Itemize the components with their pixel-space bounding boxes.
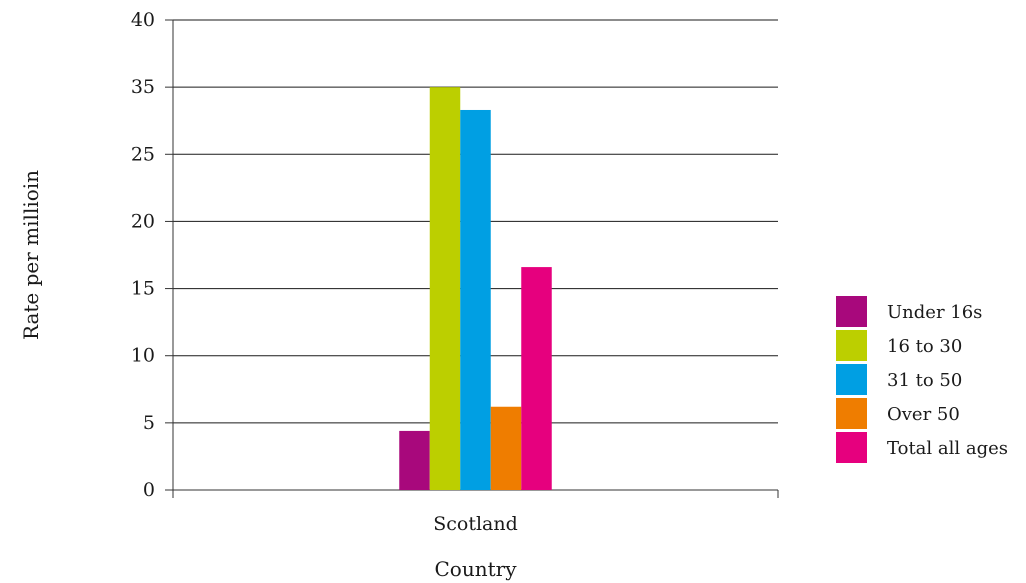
y-tick-label: 20 bbox=[131, 210, 155, 232]
bar-under-16s bbox=[399, 430, 430, 490]
bar-16-to-30 bbox=[429, 87, 461, 491]
legend-label: Over 50 bbox=[887, 404, 960, 425]
bar-total-all-ages bbox=[521, 267, 552, 490]
bars bbox=[399, 87, 552, 491]
y-tick-label: 10 bbox=[131, 345, 155, 367]
y-axis-ticks: 0 5 10 15 20 25 35 40 bbox=[131, 9, 173, 501]
y-tick-label: 0 bbox=[143, 479, 155, 501]
legend-swatch bbox=[836, 330, 867, 361]
y-tick-label: 15 bbox=[131, 278, 155, 300]
legend-swatch bbox=[836, 398, 867, 429]
x-axis-title: Country bbox=[434, 557, 517, 581]
y-tick-label: 40 bbox=[131, 9, 155, 31]
x-axis-ticks: Scotland bbox=[172, 490, 779, 535]
legend-label: 16 to 30 bbox=[887, 336, 962, 357]
bar-31-to-50 bbox=[460, 109, 491, 490]
y-tick-label: 5 bbox=[143, 412, 155, 434]
y-tick-label: 35 bbox=[131, 76, 155, 98]
x-category-label: Scotland bbox=[433, 513, 518, 535]
legend-label: 31 to 50 bbox=[887, 370, 962, 391]
legend-swatch bbox=[836, 296, 867, 327]
legend-label: Under 16s bbox=[887, 302, 982, 323]
y-axis-title: Rate per millioin bbox=[19, 170, 43, 340]
legend-swatch bbox=[836, 364, 867, 395]
legend: Under 16s 16 to 30 31 to 50 Over 50 Total al… bbox=[836, 296, 1008, 463]
legend-swatch bbox=[836, 432, 867, 463]
legend-label: Total all ages bbox=[887, 438, 1008, 459]
bar-over-50 bbox=[490, 406, 522, 490]
y-tick-label: 25 bbox=[131, 143, 155, 165]
